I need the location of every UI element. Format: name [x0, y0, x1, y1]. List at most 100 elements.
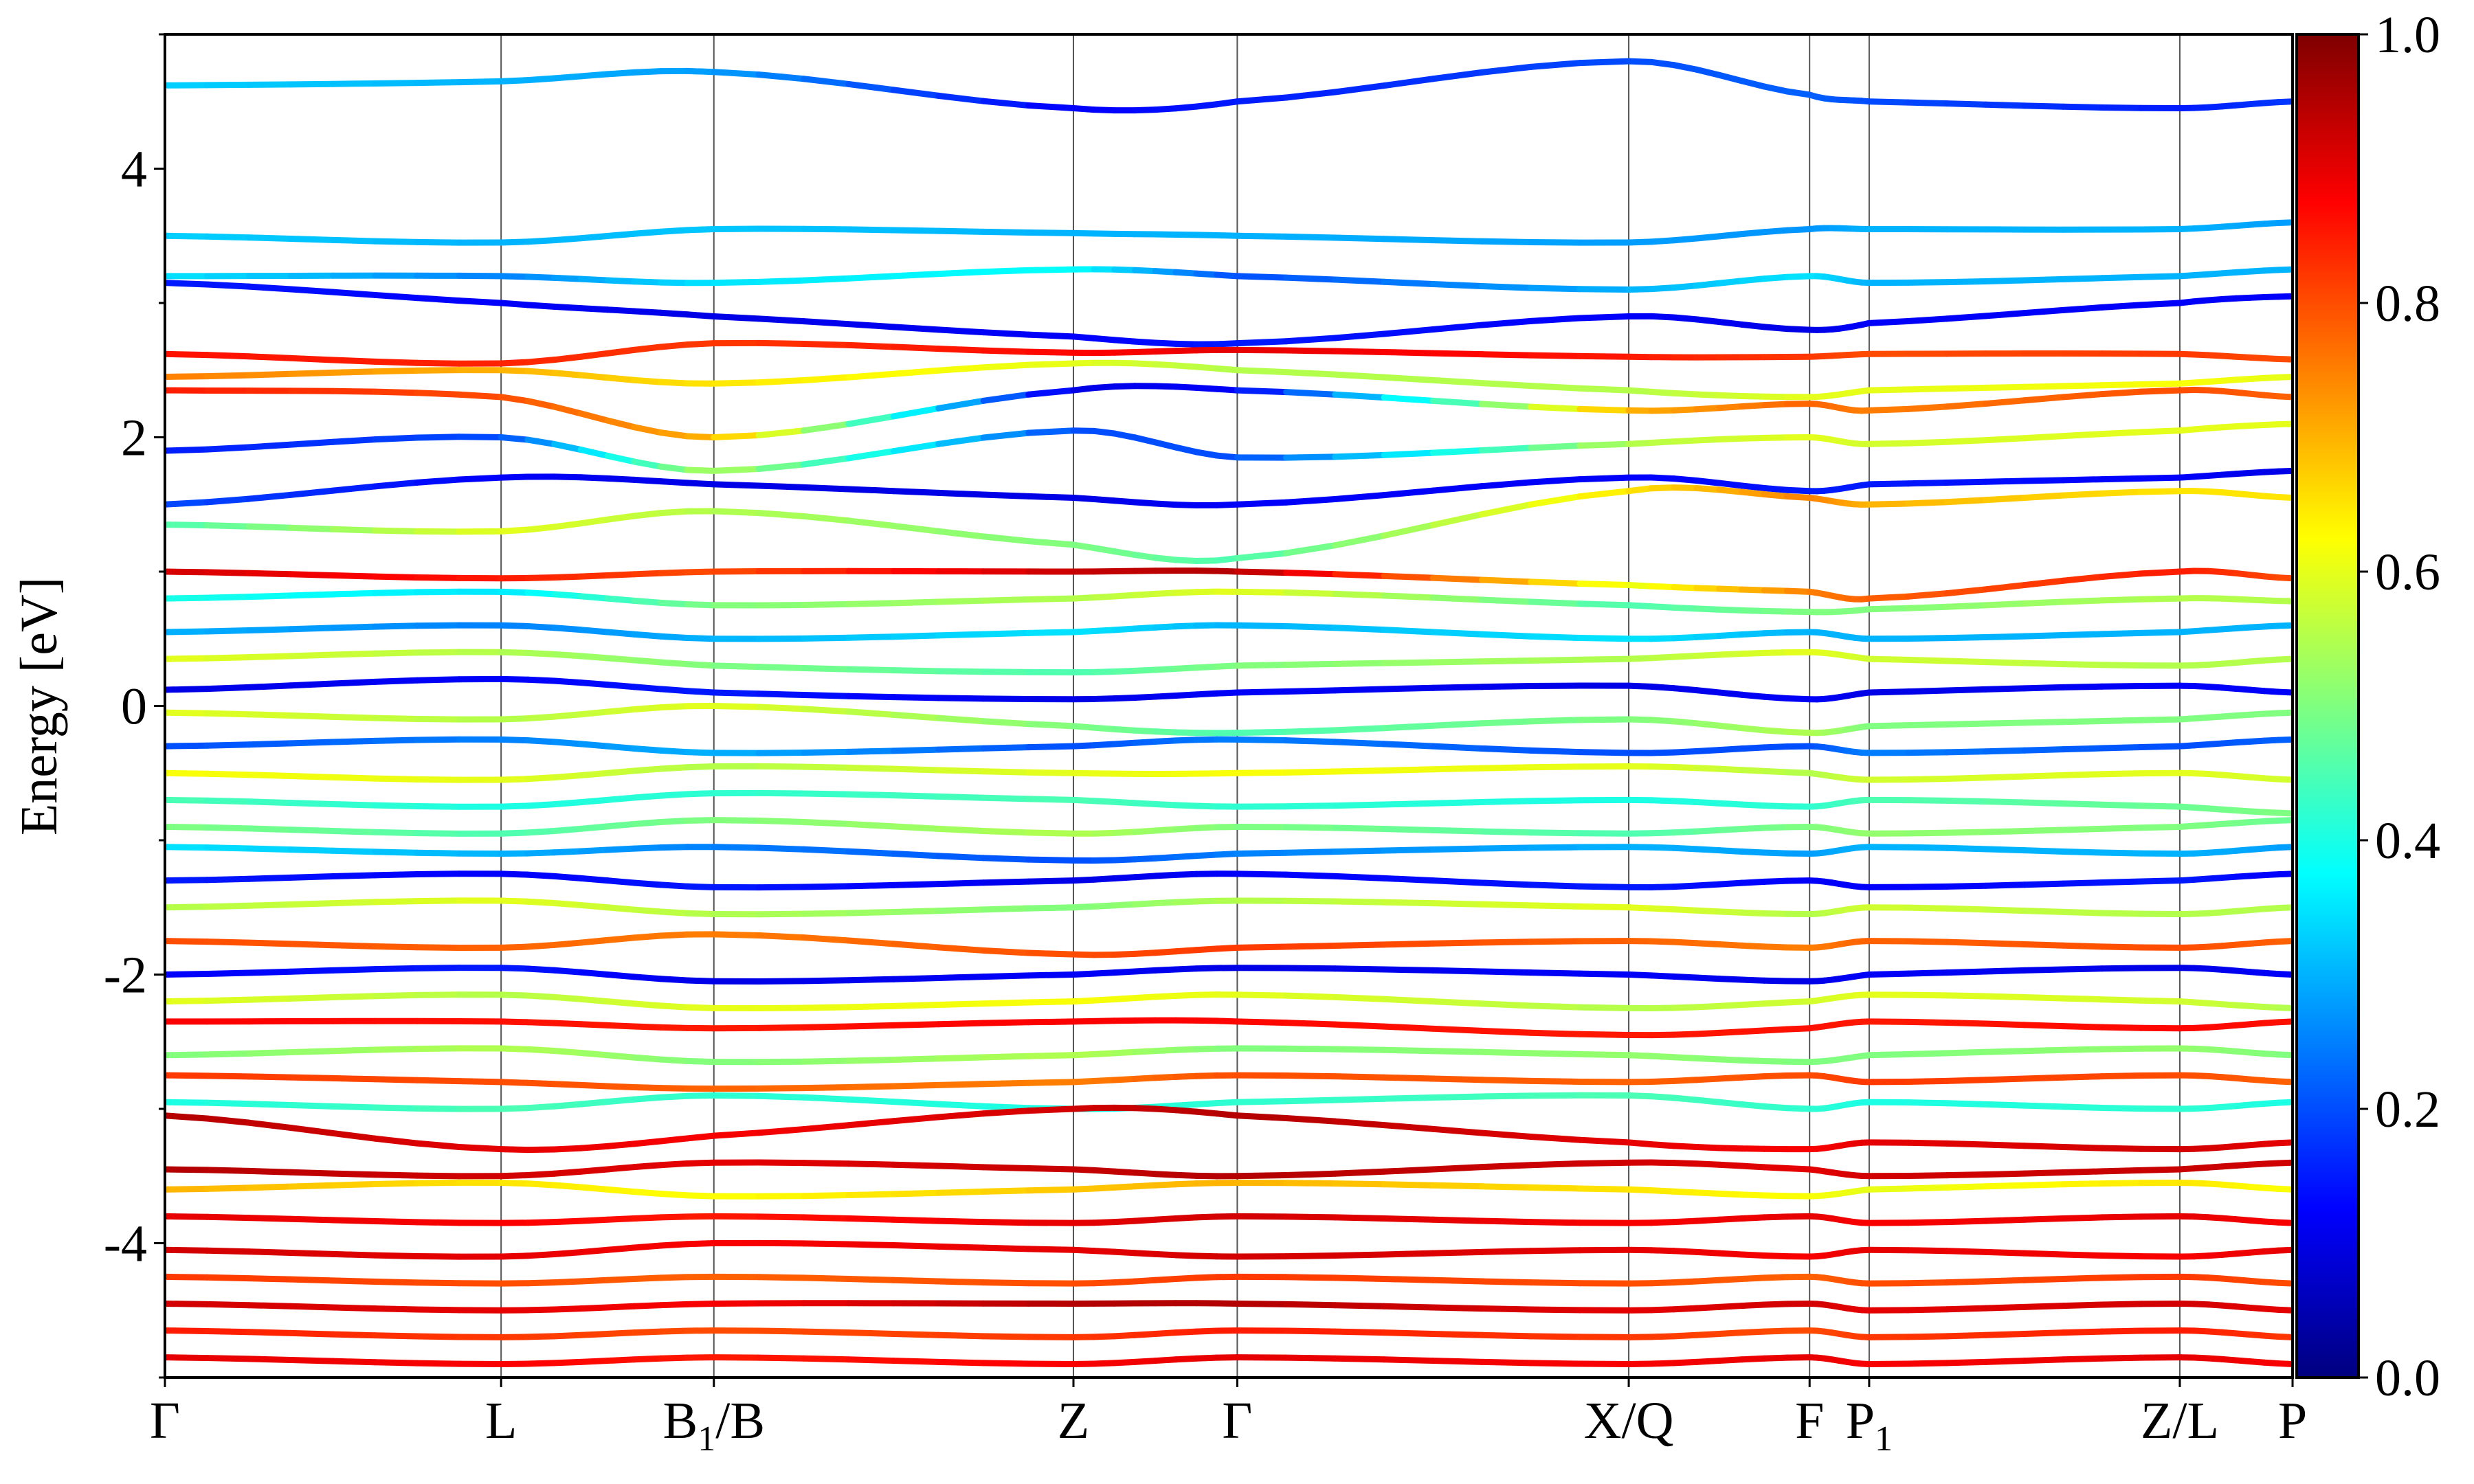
band-segment	[1091, 857, 1118, 864]
band-segment	[1716, 1002, 1746, 1009]
band-segment	[890, 598, 942, 607]
band-segment	[1648, 603, 1678, 611]
band-segment	[1904, 749, 1950, 756]
band-segment	[1982, 685, 2028, 693]
band-segment	[631, 1302, 664, 1309]
band-segment	[1478, 1331, 1535, 1340]
band-segment	[1783, 401, 1813, 407]
band-segment	[551, 993, 584, 1002]
band-segment	[1943, 774, 1989, 782]
band-segment	[1648, 1219, 1678, 1226]
band-segment	[2275, 736, 2293, 743]
band-segment	[935, 1243, 987, 1251]
band-segment	[165, 877, 210, 884]
band-segment	[1625, 238, 1655, 246]
colorbar-tick-label: 1.0	[2375, 6, 2440, 64]
band-segment	[1283, 1252, 1339, 1260]
band-segment	[414, 1306, 463, 1314]
band-segment	[935, 668, 987, 675]
band-segment	[2099, 878, 2144, 886]
band-segment	[1131, 624, 1159, 632]
band-segment	[1671, 314, 1700, 323]
band-segment	[980, 668, 1032, 675]
band-segment	[1283, 89, 1339, 101]
band-segment	[1625, 971, 1655, 979]
band-segment	[604, 1052, 638, 1061]
band-segment	[1234, 769, 1290, 776]
band-segment	[2060, 490, 2106, 499]
band-segment	[1381, 1094, 1436, 1102]
band-segment	[1070, 1166, 1097, 1173]
band-segment	[1671, 1054, 1700, 1061]
band-segment	[1429, 511, 1485, 528]
band-segment	[524, 1079, 558, 1088]
band-segment	[1648, 474, 1678, 482]
band-segment	[524, 368, 558, 376]
band-segment	[604, 934, 638, 943]
band-segment	[935, 1217, 987, 1226]
band-segment	[684, 433, 717, 440]
band-segment	[1693, 316, 1723, 325]
band-segment	[1111, 548, 1138, 559]
band-segment	[2275, 622, 2293, 629]
band-segment	[245, 441, 294, 451]
band-segment	[524, 965, 558, 974]
band-segment	[1693, 940, 1723, 948]
band-segment	[1172, 737, 1200, 744]
band-segment	[203, 710, 252, 718]
band-segment	[1625, 485, 1655, 495]
band-segment	[2021, 306, 2066, 317]
band-segment	[711, 69, 762, 78]
band-segment	[657, 844, 691, 851]
band-segment	[1982, 1048, 2028, 1055]
band-segment	[631, 344, 664, 353]
band-segment	[1943, 938, 1989, 947]
band-segment	[414, 1360, 463, 1367]
band-segment	[631, 1094, 664, 1103]
band-segment	[1381, 627, 1436, 636]
band-segment	[1172, 362, 1200, 370]
band-segment	[2099, 910, 2144, 917]
band-segment	[2060, 1144, 2106, 1151]
band-segment	[551, 1182, 584, 1191]
band-segment	[165, 521, 210, 529]
band-segment	[1982, 993, 2028, 1000]
band-segment	[1332, 571, 1388, 579]
band-segment	[1025, 360, 1077, 368]
band-segment	[330, 678, 379, 687]
band-segment	[1429, 684, 1485, 691]
band-segment	[1528, 1029, 1583, 1037]
band-segment	[631, 792, 664, 801]
band-segment	[330, 993, 379, 1000]
band-segment	[631, 1242, 664, 1251]
band-segment	[1904, 603, 1950, 611]
band-segment	[890, 1002, 942, 1009]
band-segment	[1111, 1217, 1138, 1226]
band-segment	[1111, 1278, 1138, 1286]
band-segment	[1982, 1330, 2028, 1338]
band-segment	[1429, 1216, 1485, 1224]
band-segment	[1131, 1182, 1159, 1190]
band-segment	[1982, 582, 2028, 593]
band-segment	[1576, 1004, 1632, 1011]
colorbar-ticks: 1.00.80.60.40.20.0	[2359, 6, 2440, 1407]
band-segment	[1576, 405, 1632, 414]
band-segment	[2099, 629, 2144, 638]
band-segment	[1131, 800, 1159, 807]
band-segment	[1214, 1018, 1240, 1025]
band-segment	[684, 311, 717, 320]
band-segment	[684, 1132, 717, 1142]
band-segment	[1152, 665, 1179, 673]
band-segment	[890, 344, 942, 352]
band-segment	[1131, 1048, 1159, 1055]
band-segment	[1739, 229, 1768, 238]
band-segment	[1193, 1252, 1221, 1260]
band-segment	[1234, 94, 1290, 105]
band-segment	[845, 1356, 897, 1364]
band-segment	[287, 651, 337, 660]
band-segment	[203, 522, 252, 530]
band-segment	[414, 434, 463, 441]
colorbar-tick-label: 0.8	[2375, 275, 2440, 333]
band-segment	[2099, 824, 2144, 832]
band-segment	[2021, 799, 2066, 807]
